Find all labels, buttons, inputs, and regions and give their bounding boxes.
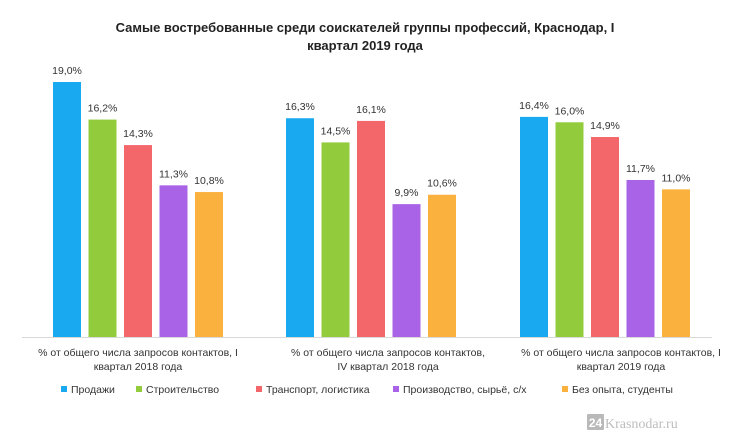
data-label-5-1: 10,8% <box>194 175 224 187</box>
bar-2-1 <box>88 119 117 337</box>
bar-5-2 <box>428 194 456 337</box>
category-label-1-line-1: % от общего числа запросов контактов, I <box>38 347 238 359</box>
legend-swatch-5 <box>562 386 568 392</box>
bar-2-2 <box>321 142 350 337</box>
legend-label-3: Транспорт, логистика <box>266 384 370 396</box>
data-label-5-3: 11,0% <box>662 172 691 184</box>
bar-3-3 <box>591 137 619 337</box>
legend-label-2: Строительство <box>146 384 219 396</box>
data-label-2-2: 14,5% <box>321 125 351 137</box>
data-label-4-1: 11,3% <box>159 168 188 180</box>
bar-5-1 <box>195 192 223 337</box>
bar-4-3 <box>626 179 655 337</box>
bar-1-2 <box>286 118 314 337</box>
bar-4-1 <box>159 185 188 337</box>
data-label-4-2: 9,9% <box>395 187 419 199</box>
legend-swatch-3 <box>256 386 262 392</box>
category-labels: % от общего числа запросов контактов, I к… <box>38 347 721 373</box>
bar-3-2 <box>357 120 385 337</box>
legend-swatch-2 <box>136 386 142 392</box>
legend-label-1: Продажи <box>71 384 115 396</box>
legend-label-5: Без опыта, студенты <box>572 384 673 396</box>
watermark: 24 Krasnodar.ru <box>587 414 678 432</box>
data-label-3-1: 14,3% <box>123 128 153 140</box>
data-label-2-3: 16,0% <box>555 105 585 117</box>
legend-swatch-4 <box>393 386 399 392</box>
category-label-3-line-1: % от общего числа запросов контактов, I <box>521 347 721 359</box>
bar-2-3 <box>555 122 584 338</box>
data-label-1-3: 16,4% <box>519 100 549 112</box>
data-label-4-3: 11,7% <box>626 163 655 175</box>
bar-1-1 <box>53 82 81 337</box>
data-label-1-1: 19,0% <box>52 65 82 77</box>
bar-4-2 <box>392 204 421 337</box>
bar-area: 19,0% 16,3% 16,4% 16,2% 14,5% 16,0% 14,3% 16,1%… <box>52 65 691 338</box>
data-label-3-3: 14,9% <box>590 120 620 132</box>
data-label-5-2: 10,6% <box>427 178 457 190</box>
category-label-2-line-1: % от общего числа запросов контактов, <box>291 347 485 359</box>
watermark-text: Krasnodar.ru <box>605 417 678 432</box>
watermark-badge-number: 24 <box>589 416 603 430</box>
bar-1-3 <box>520 116 548 337</box>
bar-5-3 <box>662 189 690 337</box>
data-label-2-1: 16,2% <box>88 103 118 115</box>
chart-title-line-1: Самые востребованные среди соискателей г… <box>116 20 615 35</box>
data-label-3-2: 16,1% <box>356 104 386 116</box>
chart-title-line-2: квартал 2019 года <box>307 38 424 53</box>
watermark-badge <box>587 414 604 430</box>
legend-swatch-1 <box>61 386 67 392</box>
data-label-1-2: 16,3% <box>285 101 315 113</box>
legend: Продажи Строительство Транспорт, логистика… <box>61 384 673 396</box>
category-label-2-line-2: IV квартал 2018 года <box>337 361 439 373</box>
category-label-3-line-2: квартал 2019 года <box>577 361 666 373</box>
category-label-1-line-2: квартал 2018 года <box>94 361 183 373</box>
bar-3-1 <box>124 145 152 337</box>
legend-label-4: Производство, сырьё, с/х <box>403 384 527 396</box>
